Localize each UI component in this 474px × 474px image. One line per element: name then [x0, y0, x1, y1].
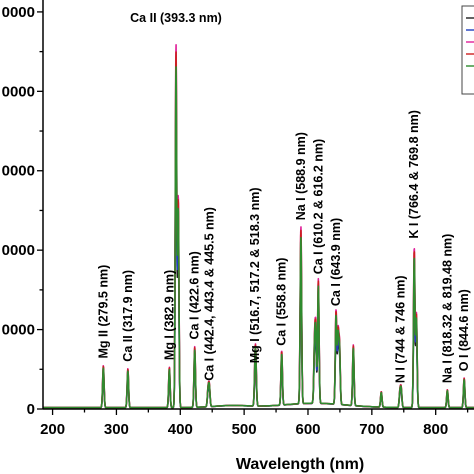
x-tick-label-200: 200 — [40, 421, 65, 438]
y-tick-label-4000: 0000 — [2, 83, 35, 100]
peak-label-9: Na I (588.9 nm) — [294, 132, 308, 220]
peak-label-13: K I (766.4 & 769.8 nm) — [407, 110, 421, 239]
legend-frame — [461, 5, 474, 95]
x-tick-label-800: 800 — [423, 421, 448, 438]
x-tick-label-500: 500 — [232, 421, 257, 438]
peak-label-5: Ca I (422.6 nm) — [188, 251, 202, 339]
series-line-5 — [42, 66, 474, 409]
x-tick-label-400: 400 — [168, 421, 193, 438]
series-layer — [42, 43, 474, 409]
peak-label-4: Mg I (382.9 nm) — [162, 270, 176, 360]
peak-label-15: O I (844.6 nm) — [457, 289, 471, 371]
axes-layer: 200 300 400 500 600 700 8000000000000000000000… — [2, 0, 474, 438]
y-tick-label-0: 0 — [27, 401, 35, 418]
peak-label-3: Ca II (317.9 nm) — [121, 270, 135, 362]
x-axis-title: Wavelength (nm) — [236, 456, 364, 473]
peak-label-10: Ca I (610.2 & 616.2 nm) — [311, 139, 325, 274]
legend-box — [461, 5, 474, 95]
peak-label-2: Mg II (279.5 nm) — [96, 265, 110, 359]
peak-label-14: Na I (818.32 & 819.48 nm) — [440, 234, 454, 383]
peak-label-11: Ca I (643.9 nm) — [329, 218, 343, 306]
x-tick-label-700: 700 — [359, 421, 384, 438]
peak-label-6: Ca I (442.4, 443.4 & 445.5 nm) — [202, 207, 216, 381]
x-tick-label-600: 600 — [295, 421, 320, 438]
peak-label-12: N I (744 & 746 nm) — [394, 275, 408, 383]
y-tick-label-5000: 0000 — [2, 4, 35, 21]
peak-label-8: Ca I (558.8 nm) — [275, 258, 289, 346]
y-tick-label-3000: 0000 — [2, 163, 35, 180]
y-tick-label-1000: 0000 — [2, 322, 35, 339]
peak-label-7: Mg I (516.7, 517.2 & 518.3 nm) — [248, 188, 262, 364]
x-tick-label-300: 300 — [104, 421, 129, 438]
y-tick-label-2000: 0000 — [2, 242, 35, 259]
annotation-layer: Ca II (393.3 nm) Mg II (279.5 nm) Ca II (3… — [96, 11, 471, 383]
peak-label-1: Ca II (393.3 nm) — [130, 11, 222, 25]
